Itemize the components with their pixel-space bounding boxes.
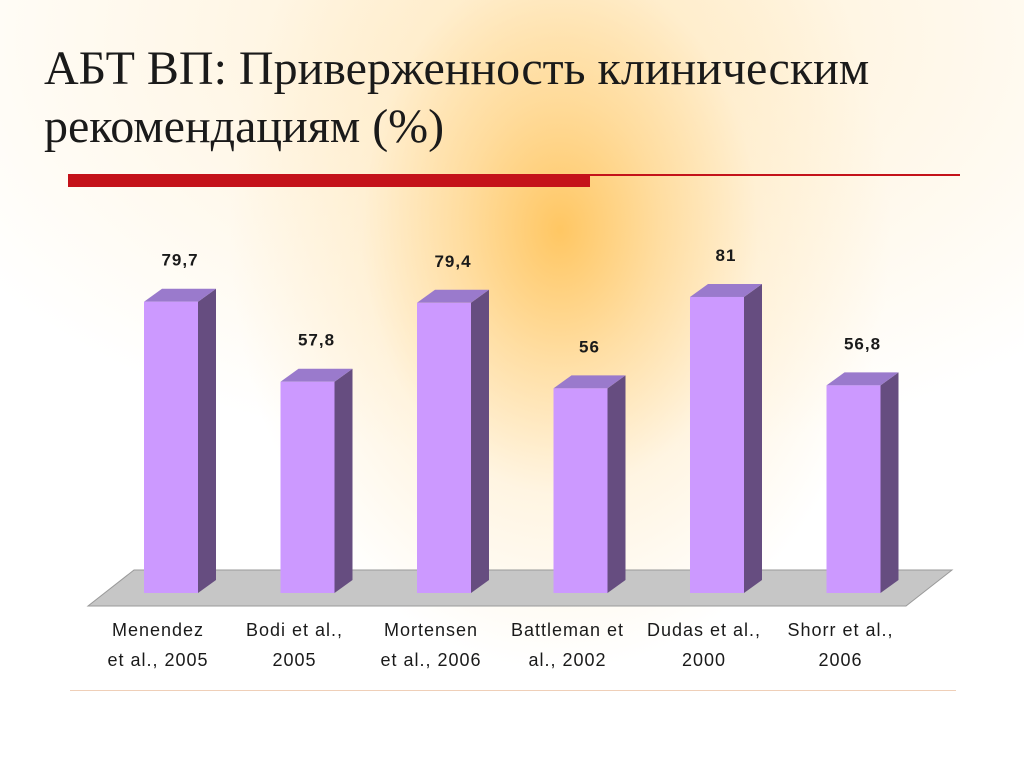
bar-6 — [826, 372, 899, 593]
bar-front — [553, 388, 608, 593]
bar-top — [280, 368, 353, 382]
data-labels: 79,7 57,8 79,4 56 81 56,8 — [161, 246, 881, 356]
bar-3 — [417, 289, 489, 593]
data-label: 56 — [579, 337, 600, 356]
bar-top — [690, 283, 762, 297]
bar-side — [334, 368, 353, 593]
category-label: et al., 2005 — [107, 650, 208, 670]
category-label: Menendez — [112, 620, 204, 640]
bar-5 — [690, 283, 762, 593]
category-label: al., 2002 — [528, 650, 606, 670]
data-label: 81 — [716, 246, 737, 265]
bar-4 — [553, 375, 626, 593]
bar-top — [417, 289, 489, 303]
title-underline-thin — [590, 174, 960, 176]
title-underline-thick — [68, 174, 590, 187]
category-label: Dudas et al., — [647, 620, 761, 640]
category-axis-labels: Menendez et al., 2005 Bodi et al., 2005 Mort… — [107, 620, 893, 670]
chart-floor — [86, 569, 954, 607]
bar-side — [471, 289, 489, 593]
category-label: et al., 2006 — [380, 650, 481, 670]
data-label: 56,8 — [844, 334, 881, 353]
category-label: Mortensen — [384, 620, 478, 640]
bar-top — [144, 288, 216, 302]
bottom-divider — [70, 690, 956, 691]
bar-front — [690, 296, 744, 593]
bar-series — [144, 283, 899, 593]
bar-2 — [280, 368, 353, 593]
bar-side — [198, 288, 216, 593]
data-label: 79,4 — [434, 252, 471, 271]
category-label: Bodi et al., — [246, 620, 343, 640]
bar-front — [144, 301, 198, 593]
bar-top — [553, 375, 626, 389]
data-label: 57,8 — [298, 331, 335, 350]
category-label: Shorr et al., — [787, 620, 893, 640]
bar-side — [744, 283, 762, 593]
data-label: 79,7 — [161, 251, 198, 270]
bar-front — [826, 385, 881, 593]
bar-1 — [144, 288, 216, 593]
bar-front — [280, 381, 335, 593]
category-label: 2006 — [818, 650, 862, 670]
bar-front — [417, 302, 471, 593]
category-label: 2005 — [272, 650, 316, 670]
category-label: Battleman et — [511, 620, 624, 640]
bar-top — [826, 372, 899, 386]
slide-title: АБТ ВП: Приверженность клиническим реком… — [44, 42, 870, 153]
bar-side — [880, 372, 899, 593]
category-label: 2000 — [682, 650, 726, 670]
bar-side — [607, 375, 626, 593]
